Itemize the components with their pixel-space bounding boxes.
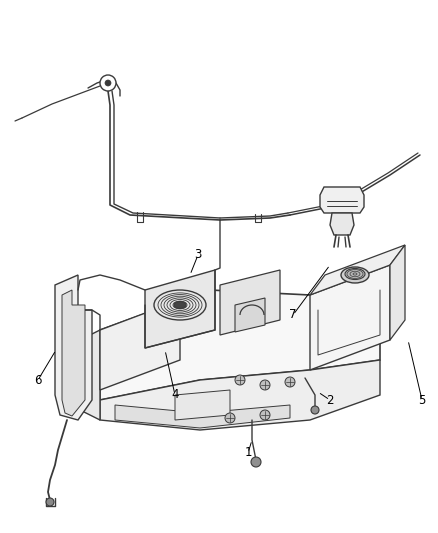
Circle shape	[260, 380, 270, 390]
Polygon shape	[330, 213, 354, 235]
Text: 7: 7	[289, 309, 297, 321]
Circle shape	[105, 80, 111, 86]
Ellipse shape	[341, 267, 369, 283]
Polygon shape	[235, 298, 265, 332]
Polygon shape	[100, 290, 380, 400]
Text: 6: 6	[34, 374, 42, 386]
Circle shape	[235, 375, 245, 385]
Polygon shape	[320, 187, 364, 213]
Text: 1: 1	[244, 447, 252, 459]
Circle shape	[100, 75, 116, 91]
Polygon shape	[145, 270, 215, 348]
Text: 3: 3	[194, 248, 201, 262]
Polygon shape	[55, 275, 92, 420]
Circle shape	[285, 377, 295, 387]
Polygon shape	[115, 405, 290, 428]
Polygon shape	[60, 330, 100, 420]
Circle shape	[311, 406, 319, 414]
Ellipse shape	[345, 269, 365, 279]
Text: 5: 5	[418, 393, 426, 407]
Circle shape	[260, 410, 270, 420]
Circle shape	[225, 413, 235, 423]
Circle shape	[46, 498, 54, 506]
Text: 2: 2	[326, 393, 334, 407]
Polygon shape	[220, 270, 280, 335]
Polygon shape	[100, 360, 380, 430]
Polygon shape	[390, 245, 405, 340]
Polygon shape	[62, 290, 85, 416]
Polygon shape	[175, 390, 230, 420]
Polygon shape	[310, 245, 405, 295]
Ellipse shape	[174, 302, 186, 309]
Text: 4: 4	[171, 389, 179, 401]
Polygon shape	[100, 300, 180, 390]
Circle shape	[251, 457, 261, 467]
Polygon shape	[310, 265, 390, 370]
